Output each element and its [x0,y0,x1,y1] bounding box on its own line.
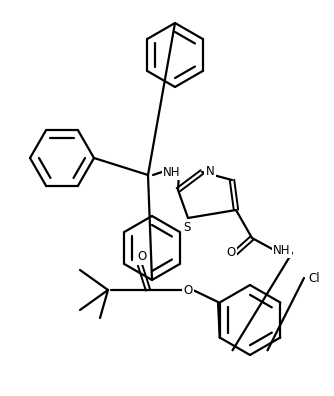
Text: O: O [226,246,235,259]
Text: NH: NH [273,244,291,257]
Text: Cl: Cl [308,272,320,284]
Text: O: O [137,251,147,263]
Text: O: O [183,284,193,297]
Text: NH: NH [163,166,181,179]
Text: S: S [183,221,191,234]
Text: N: N [206,164,214,177]
